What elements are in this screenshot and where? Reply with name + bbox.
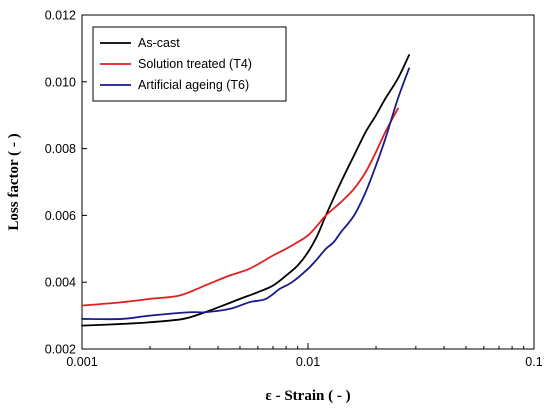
series-lines (81, 54, 410, 327)
y-axis-title: Loss factor ( - ) (6, 133, 22, 230)
x-axis-title: ε - Strain ( - ) (265, 388, 350, 404)
y-tick-label: 0.012 (45, 9, 76, 23)
legend-label-as-cast: As-cast (138, 36, 180, 50)
y-tick-label: 0.010 (45, 75, 76, 89)
legend: As-cast Solution treated (T4) Artificial… (92, 26, 287, 102)
x-tick-label: 0.01 (296, 355, 320, 369)
x-axis-ticks: 0.001 0.01 0.1 (66, 343, 543, 369)
x-tick-label: 0.1 (525, 355, 542, 369)
series-line-artificial-ageing (81, 67, 410, 321)
series-line-solution-treated (81, 107, 399, 307)
y-tick-label: 0.002 (45, 343, 76, 357)
y-tick-label: 0.006 (45, 209, 76, 223)
x-tick-label: 0.001 (66, 355, 97, 369)
legend-label-artificial-ageing: Artificial ageing (T6) (138, 78, 249, 92)
y-tick-label: 0.004 (45, 276, 76, 290)
series-line-as-cast (81, 54, 410, 327)
y-tick-label: 0.008 (45, 142, 76, 156)
y-axis-ticks: 0.002 0.004 0.006 0.008 0.010 0.012 (45, 9, 87, 357)
legend-label-solution-treated: Solution treated (T4) (138, 57, 252, 71)
